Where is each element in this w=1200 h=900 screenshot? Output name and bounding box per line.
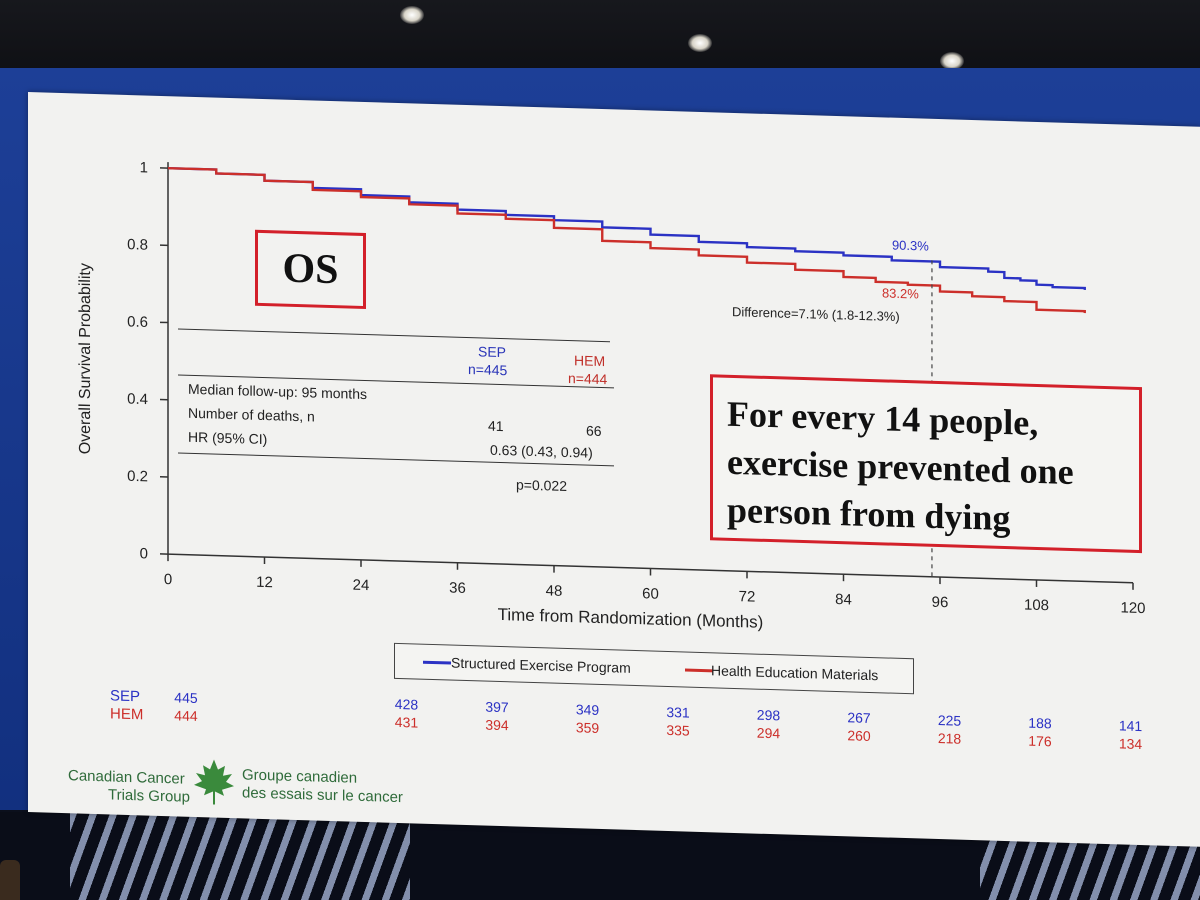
km-chart: 0 0.2 0.4 0.6 0.8 1 0 12 24 36 48 60 72 84 96 108 120 Tim… xyxy=(77,159,1146,632)
ceiling-light xyxy=(400,6,424,24)
x-tick-label: 0 xyxy=(164,571,172,588)
at-risk-hem-count: 134 xyxy=(1119,735,1143,752)
x-tick-label: 60 xyxy=(642,585,659,602)
x-tick-label: 12 xyxy=(256,574,273,591)
y-tick-label: 0.6 xyxy=(127,313,148,331)
summary-table: SEP n=445 HEM n=444 Median follow-up: 95… xyxy=(178,328,638,502)
hr-value: 0.63 (0.43, 0.94) xyxy=(490,441,593,461)
y-tick-label: 0.4 xyxy=(127,391,148,409)
at-risk-hem-count: 335 xyxy=(666,722,690,739)
stage-stripes-left xyxy=(70,812,410,900)
at-risk-sep-count: 428 xyxy=(395,696,419,713)
at-risk-sep-count: 331 xyxy=(666,704,690,721)
ceiling-light xyxy=(940,52,964,70)
deaths-hem: 66 xyxy=(586,422,602,440)
at-risk-hem-label: HEM xyxy=(110,705,143,723)
y-tick-label: 0.2 xyxy=(127,468,148,486)
at-risk-sep-count: 397 xyxy=(485,699,509,716)
sep-annotation: 90.3% xyxy=(892,237,929,253)
x-axis-title: Time from Randomization (Months) xyxy=(498,605,764,632)
legend-sep-label: Structured Exercise Program xyxy=(451,654,631,676)
at-risk-sep-label: SEP xyxy=(110,687,140,705)
x-tick-label: 48 xyxy=(546,582,563,599)
callout-box: For every 14 people, exercise prevented … xyxy=(710,374,1142,554)
legend-hem-line xyxy=(685,668,713,673)
at-risk-hem-count: 431 xyxy=(395,714,419,731)
cctg-logo: Canadian Cancer Trials Group Groupe cana… xyxy=(64,753,403,819)
at-risk-sep-count: 349 xyxy=(576,701,600,718)
hem-annotation: 83.2% xyxy=(882,285,919,301)
ceiling-light xyxy=(688,34,712,52)
survival-curve-hem xyxy=(168,166,1086,314)
audience-member xyxy=(0,860,20,900)
y-tick-label: 1 xyxy=(140,159,148,176)
y-tick-label: 0.8 xyxy=(127,236,148,254)
at-risk-table: SEPHEM4454283973493312982672251881417144… xyxy=(110,687,1143,752)
at-risk-hem-count: 260 xyxy=(847,727,871,744)
at-risk-hem-count: 218 xyxy=(938,730,962,747)
at-risk-hem-count: 176 xyxy=(1028,733,1052,750)
y-tick-label: 0 xyxy=(140,545,148,562)
y-axis-title: Overall Survival Probability xyxy=(77,263,94,455)
logo-fr-line-2: des essais sur le cancer xyxy=(242,784,403,807)
hem-n: n=444 xyxy=(568,370,608,388)
os-label: OS xyxy=(282,245,339,294)
logo-en-line-2: Trials Group xyxy=(108,786,190,806)
legend-hem-label: Health Education Materials xyxy=(711,662,879,684)
at-risk-sep-count: 141 xyxy=(1119,717,1143,734)
x-tick-label: 72 xyxy=(739,588,756,605)
at-risk-sep-count: 188 xyxy=(1028,715,1052,732)
at-risk-sep-count: 225 xyxy=(938,712,962,729)
sep-n: n=445 xyxy=(468,361,508,379)
hr-label: HR (95% CI) xyxy=(188,428,268,448)
os-label-box: OS xyxy=(255,229,366,310)
legend-sep-line xyxy=(423,660,451,665)
presentation-slide: 0 0.2 0.4 0.6 0.8 1 0 12 24 36 48 60 72 84 96 108 120 Tim… xyxy=(28,92,1200,847)
at-risk-sep-count: 298 xyxy=(757,707,781,724)
x-tick-label: 96 xyxy=(932,594,949,611)
at-risk-hem-count: 359 xyxy=(576,719,600,736)
at-risk-hem-count: 294 xyxy=(757,725,781,742)
at-risk-sep-count: 267 xyxy=(847,709,871,726)
p-value: p=0.022 xyxy=(516,476,567,494)
hem-header: HEM xyxy=(574,352,606,370)
x-tick-label: 108 xyxy=(1024,597,1049,615)
x-tick-label: 24 xyxy=(353,577,370,594)
at-risk-hem-count: 394 xyxy=(485,717,509,734)
sep-header: SEP xyxy=(478,343,507,361)
at-risk-sep-count: 445 xyxy=(174,689,198,706)
logo-fr-line-1: Groupe canadien xyxy=(242,766,358,787)
deaths-label: Number of deaths, n xyxy=(188,404,315,425)
maple-leaf-icon xyxy=(194,759,234,805)
x-tick-label: 120 xyxy=(1120,599,1145,617)
x-tick-label: 36 xyxy=(449,580,466,597)
followup-text: Median follow-up: 95 months xyxy=(188,380,367,403)
x-axis xyxy=(168,553,1133,584)
deaths-sep: 41 xyxy=(488,417,504,435)
at-risk-hem-count: 444 xyxy=(174,707,198,724)
difference-annotation: Difference=7.1% (1.8-12.3%) xyxy=(732,304,900,324)
x-tick-label: 84 xyxy=(835,591,852,608)
logo-en-line-1: Canadian Cancer xyxy=(68,767,185,788)
